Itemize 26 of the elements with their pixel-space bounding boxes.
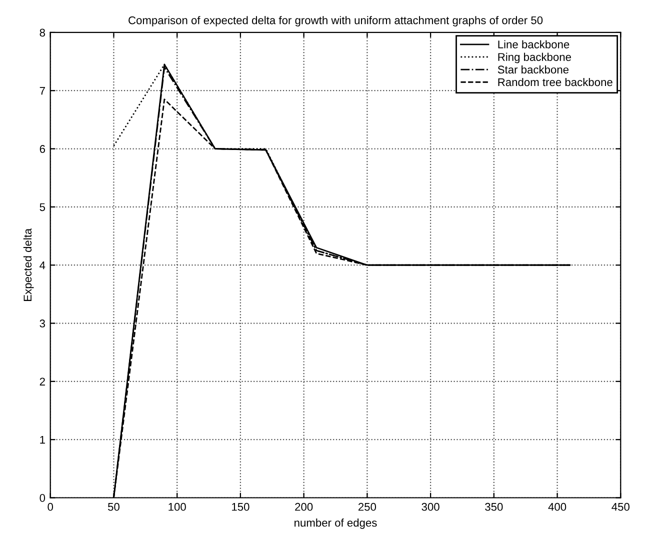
x-tick-label: 0 — [48, 502, 54, 511]
y-tick-label: 8 — [40, 28, 46, 37]
x-tick-label: 450 — [612, 502, 630, 511]
chart-title: Comparison of expected delta for growth with uniform attachment graphs of order 50 — [128, 16, 543, 26]
y-tick-label: 4 — [40, 261, 46, 270]
x-tick-label: 50 — [108, 502, 120, 511]
legend-label: Line backbone — [498, 40, 570, 48]
legend-label: Star backbone — [498, 65, 569, 74]
y-tick-label: 1 — [40, 436, 45, 444]
x-tick-label: 250 — [358, 502, 376, 511]
y-tick-label: 6 — [40, 145, 46, 153]
y-tick-label: 5 — [40, 203, 46, 212]
x-tick-label: 150 — [232, 502, 250, 511]
x-tick-label: 100 — [168, 502, 186, 511]
legend-label: Random tree backbone — [498, 78, 612, 86]
legend-label: Ring backbone — [498, 52, 572, 64]
x-tick-label: 200 — [295, 502, 313, 511]
y-tick-label: 7 — [40, 86, 45, 95]
y-tick-label: 3 — [40, 320, 46, 328]
x-tick-label: 300 — [422, 502, 440, 511]
x-tick-label: 400 — [548, 502, 566, 511]
y-tick-label: 0 — [40, 494, 46, 502]
y-tick-label: 2 — [40, 378, 45, 386]
x-tick-label: 350 — [485, 502, 503, 511]
y-axis-title: Expected delta — [23, 228, 34, 301]
x-axis-title: number of edges — [294, 518, 377, 529]
